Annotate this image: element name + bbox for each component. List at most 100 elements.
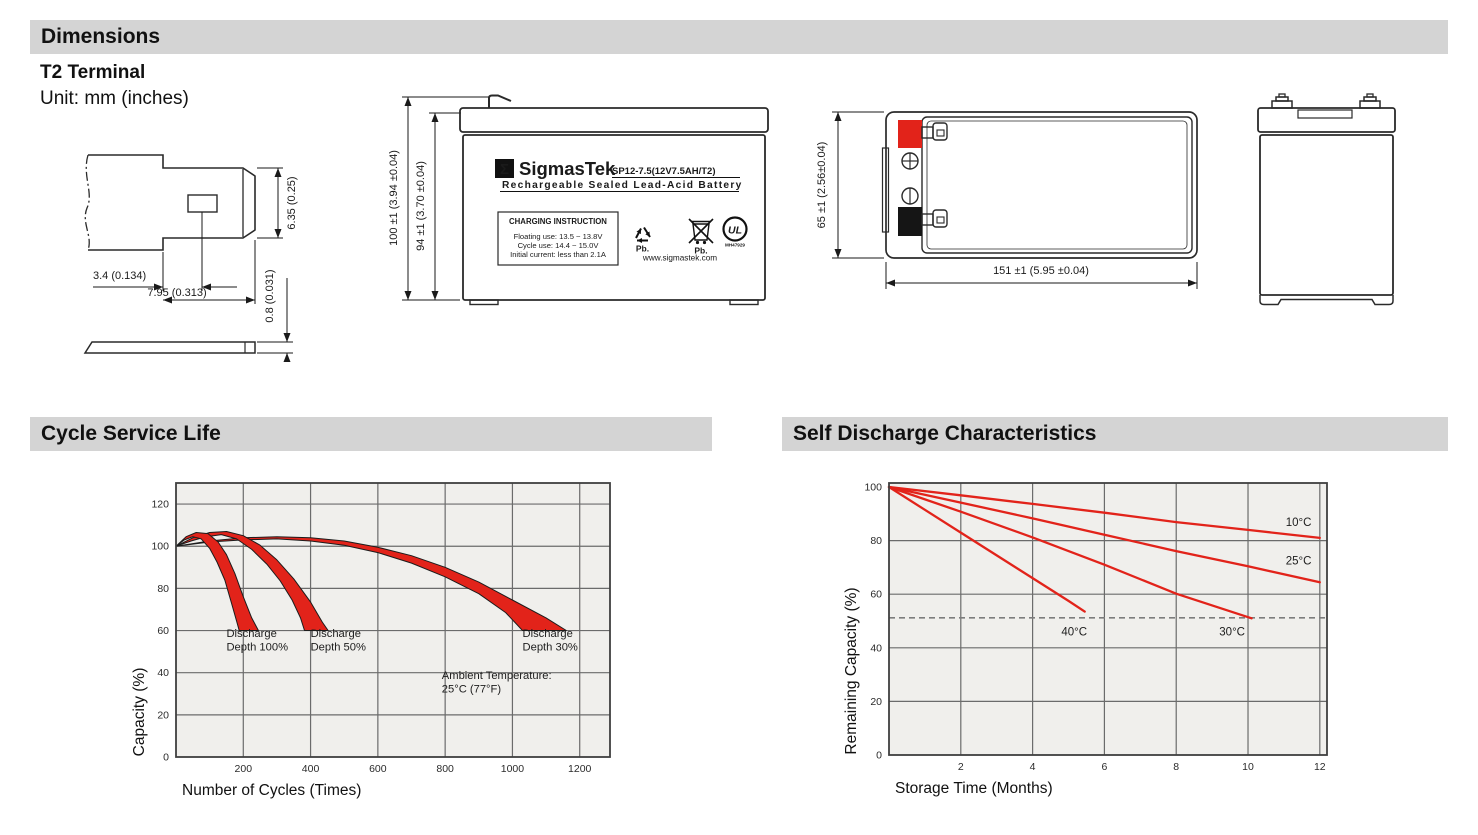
- svg-text:1000: 1000: [501, 763, 525, 775]
- battery-front-view: 100 ±1 (3.94 ±0.04) 94 ±1 (3.70 ±0.04) Σ…: [388, 94, 769, 306]
- terminal-outline: [84, 154, 256, 251]
- sigma-logo-box: [495, 159, 514, 178]
- chart-annotation: 25°C (77°F): [442, 684, 502, 696]
- website-text: www.sigmastek.com: [642, 254, 717, 263]
- series-label-30°C: 30°C: [1219, 627, 1245, 639]
- battery-label: Σ SigmasTek SP12-7.5(12V7.5AH/T2) Rechar…: [495, 158, 748, 266]
- svg-text:40: 40: [157, 667, 169, 679]
- battery-foot-right: [729, 299, 759, 306]
- chart-annotation: Depth 100%: [226, 641, 288, 653]
- battery-foot-left: [469, 299, 499, 306]
- terminal-type-label: T2 Terminal: [40, 62, 146, 83]
- chart-annotation: Ambient Temperature:: [442, 670, 552, 682]
- battery-lid: [459, 107, 769, 133]
- dim-case-height-text: 94 ±1 (3.70 ±0.04): [415, 161, 427, 251]
- svg-text:800: 800: [436, 763, 454, 775]
- svg-text:80: 80: [157, 583, 169, 595]
- dim-top-height: 65 ±1 (2.56±0.04): [816, 111, 884, 259]
- ul-mark-icon: UL MH47929: [722, 216, 748, 248]
- pb-recycle-label: Pb.: [636, 244, 649, 254]
- terminal-tab: [488, 94, 512, 108]
- dim-case-height: 94 ±1 (3.70 ±0.04): [415, 112, 461, 300]
- svg-text:80: 80: [870, 535, 882, 547]
- self-discharge-chart: 2 4 6 8 10 12 0 20 40 60 80 100 10°C 25°C 30°C 40°C Stor…: [843, 482, 1328, 797]
- svg-text:20: 20: [157, 709, 169, 721]
- dim-width: 7.95 (0.313): [147, 240, 256, 304]
- model-number: SP12-7.5(12V7.5AH/T2): [612, 166, 716, 177]
- recycle-icon: [635, 226, 651, 243]
- battery-case: [459, 94, 769, 306]
- svg-text:2: 2: [958, 761, 964, 773]
- terminal-side-view: [83, 341, 256, 354]
- band-Discharge Depth 30%: [175, 536, 567, 631]
- svg-text:40: 40: [870, 642, 882, 654]
- y-axis-label: Remaining Capacity (%): [843, 587, 860, 754]
- svg-text:UL: UL: [728, 225, 742, 237]
- svg-text:600: 600: [369, 763, 387, 775]
- svg-text:0: 0: [876, 750, 882, 762]
- dimensions-section-header: Dimensions: [30, 20, 1448, 54]
- y-axis-label: Capacity (%): [131, 668, 148, 757]
- dim-offset: 3.4 (0.134): [93, 212, 237, 291]
- dim-height: 6.35 (0.25): [257, 167, 298, 239]
- chart-annotation: Discharge: [226, 628, 276, 640]
- screw-symbols: [901, 152, 919, 205]
- svg-text:10: 10: [1242, 761, 1254, 773]
- dim-width-text: 7.95 (0.313): [147, 287, 206, 299]
- charging-title: CHARGING INSTRUCTION: [509, 217, 607, 226]
- svg-text:400: 400: [302, 763, 320, 775]
- charging-line1: Floating use: 13.5 ~ 13.8V: [514, 232, 604, 241]
- self-discharge-title: Self Discharge Characteristics: [793, 422, 1097, 445]
- series-label-10°C: 10°C: [1286, 517, 1312, 529]
- ul-code: MH47929: [725, 243, 745, 248]
- chart-annotation: Depth 50%: [311, 641, 366, 653]
- svg-text:0: 0: [163, 752, 169, 764]
- crossed-bin-icon: [688, 218, 714, 245]
- band-Discharge Depth 50%: [175, 531, 329, 631]
- series-30°C: [887, 485, 1253, 620]
- battery-type-line: Rechargeable Sealed Lead-Acid Battery: [502, 180, 743, 191]
- dim-total-height-text: 100 ±1 (3.94 ±0.04): [388, 150, 400, 246]
- positive-terminal-block: [898, 120, 922, 148]
- unit-note: Unit: mm (inches): [40, 88, 189, 109]
- dim-thickness-text: 0.8 (0.031): [264, 269, 276, 322]
- terminal-hole: [187, 194, 218, 213]
- cycle-life-chart: 200 400 600 800 1000 1200 0 20 40 60 80 100 120 Disch…: [131, 482, 611, 799]
- dim-top-length: 151 ±1 (5.95 ±0.04): [885, 262, 1198, 289]
- brand-name: SigmasTek: [519, 158, 616, 179]
- svg-text:200: 200: [235, 763, 253, 775]
- charging-line2: Cycle use: 14.4 ~ 15.0V: [518, 241, 600, 250]
- series-label-25°C: 25°C: [1286, 556, 1312, 568]
- series-label-40°C: 40°C: [1061, 627, 1087, 639]
- band-Discharge Depth 100%: [175, 532, 259, 631]
- dim-total-height: 100 ±1 (3.94 ±0.04): [388, 96, 489, 301]
- series-25°C: [887, 485, 1321, 584]
- side-wall-tab: [881, 147, 890, 233]
- chart-annotation: Depth 30%: [523, 641, 578, 653]
- terminal-drawing: 3.4 (0.134) 7.95 (0.313) 6.35 (0.25) 0.8…: [83, 154, 298, 362]
- svg-text:100: 100: [151, 541, 169, 553]
- series-10°C: [887, 485, 1321, 540]
- battery-end-view: [1257, 93, 1396, 306]
- svg-text:8: 8: [1173, 761, 1179, 773]
- end-view-outline: [1257, 93, 1396, 306]
- charging-instruction-box: [497, 211, 619, 266]
- charging-line3: Initial current: less than 2.1A: [510, 250, 607, 259]
- dim-top-height-text: 65 ±1 (2.56±0.04): [816, 142, 828, 229]
- chart-annotation: Discharge: [523, 628, 573, 640]
- dim-top-length-text: 151 ±1 (5.95 ±0.04): [993, 265, 1089, 277]
- svg-text:100: 100: [864, 482, 882, 494]
- dim-thickness: 0.8 (0.031): [257, 269, 293, 362]
- negative-terminal-block: [898, 207, 922, 236]
- svg-text:1200: 1200: [568, 763, 592, 775]
- sigma-logo-icon: Σ: [500, 161, 509, 178]
- svg-text:20: 20: [870, 696, 882, 708]
- svg-text:120: 120: [151, 499, 169, 511]
- svg-text:60: 60: [157, 625, 169, 637]
- battery-top-view: 65 ±1 (2.56±0.04): [816, 111, 1198, 289]
- chart-annotation: Discharge: [311, 628, 361, 640]
- svg-text:60: 60: [870, 589, 882, 601]
- svg-text:4: 4: [1030, 761, 1036, 773]
- dimensions-title: Dimensions: [41, 25, 161, 48]
